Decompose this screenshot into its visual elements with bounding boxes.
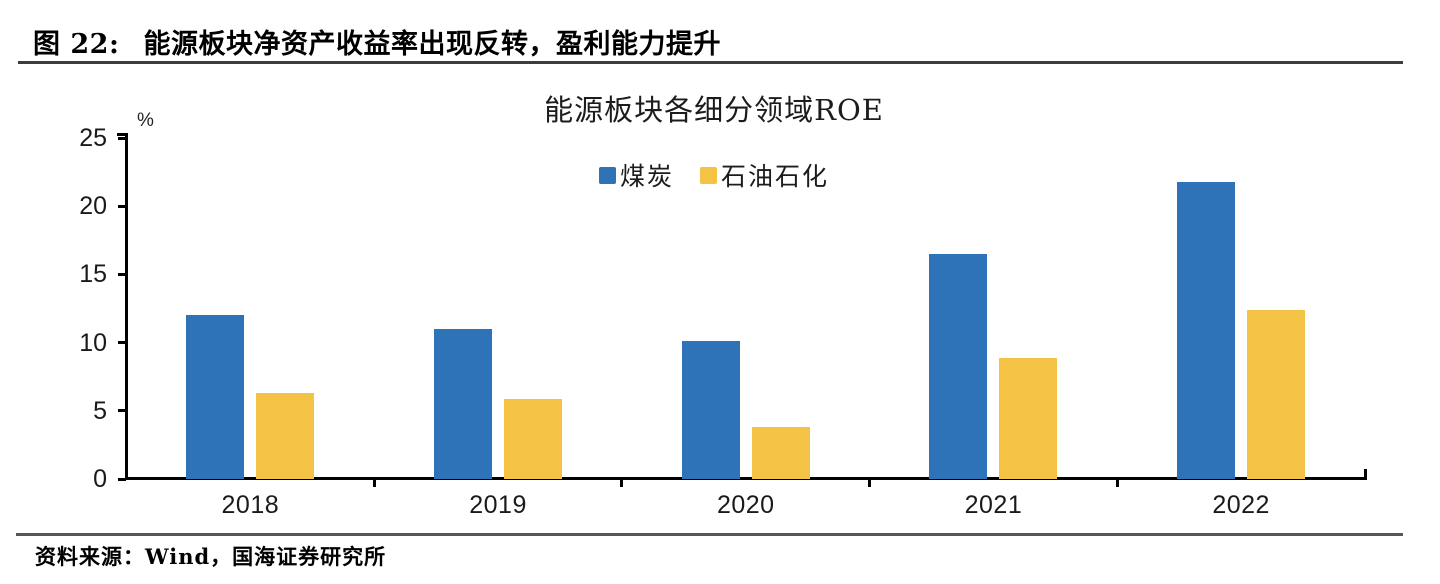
y-axis-tick — [118, 341, 126, 345]
figure-header: 图 22: 能源板块净资产收益率出现反转，盈利能力提升 — [33, 22, 721, 61]
y-axis-tick — [118, 477, 126, 481]
x-axis-tick — [372, 479, 376, 487]
bar-coal-2018 — [186, 315, 245, 479]
y-axis-tick — [118, 204, 126, 208]
bar-coal-2022 — [1177, 181, 1236, 479]
x-axis-label: 2020 — [716, 491, 775, 519]
y-axis-label: 10 — [79, 328, 107, 357]
legend-label-coal: 煤炭 — [619, 162, 674, 191]
legend-item-oil-petrochemical: 石油石化 — [700, 157, 829, 193]
x-axis-line — [125, 477, 1367, 480]
bar-oil-petrochemical-2022 — [1247, 309, 1306, 479]
x-axis-label: 2018 — [221, 491, 280, 519]
y-axis-label: 25 — [79, 124, 107, 152]
figure-title: 能源板块净资产收益率出现反转，盈利能力提升 — [143, 29, 721, 60]
bar-oil-petrochemical-2019 — [504, 398, 563, 479]
bar-coal-2020 — [681, 341, 740, 479]
bar-coal-2019 — [434, 328, 493, 479]
y-axis-tick — [118, 272, 126, 276]
figure-number-label: 图 22: — [33, 29, 120, 60]
chart-title: 能源板块各细分领域ROE — [544, 93, 884, 127]
x-axis-label: 2022 — [1212, 491, 1270, 519]
bar-coal-2021 — [929, 253, 988, 479]
x-axis-label: 2019 — [469, 491, 527, 519]
x-axis-end-cap — [1364, 469, 1367, 478]
legend-swatch-oil-petrochemical — [700, 166, 717, 184]
footer-rule — [16, 533, 1403, 536]
bar-oil-petrochemical-2020 — [751, 427, 810, 479]
y-axis-label: 20 — [79, 192, 107, 221]
y-axis-label: 0 — [93, 465, 107, 493]
y-axis-unit-label: % — [137, 110, 154, 131]
y-axis-end-cap — [117, 133, 126, 136]
bar-oil-petrochemical-2018 — [256, 393, 315, 479]
legend-item-coal: 煤炭 — [598, 157, 674, 193]
chart-legend: 煤炭 石油石化 — [124, 157, 1304, 193]
source-text: 资料来源：Wind，国海证券研究所 — [35, 544, 387, 569]
x-axis-label: 2021 — [964, 491, 1023, 519]
y-axis-label: 15 — [79, 260, 107, 289]
y-axis-line — [125, 133, 128, 480]
legend-swatch-coal — [598, 166, 616, 184]
header-rule — [18, 61, 1403, 64]
x-axis-tick — [1115, 479, 1119, 487]
y-axis-label: 5 — [93, 396, 107, 425]
y-axis-tick — [118, 409, 126, 413]
x-axis-tick — [620, 479, 624, 487]
legend-label-oil-petrochemical: 石油石化 — [721, 162, 830, 191]
x-axis-tick — [868, 479, 872, 487]
figure-footer: 资料来源：Wind，国海证券研究所 — [35, 541, 386, 571]
bar-oil-petrochemical-2021 — [999, 357, 1058, 479]
y-axis-tick — [118, 136, 126, 140]
